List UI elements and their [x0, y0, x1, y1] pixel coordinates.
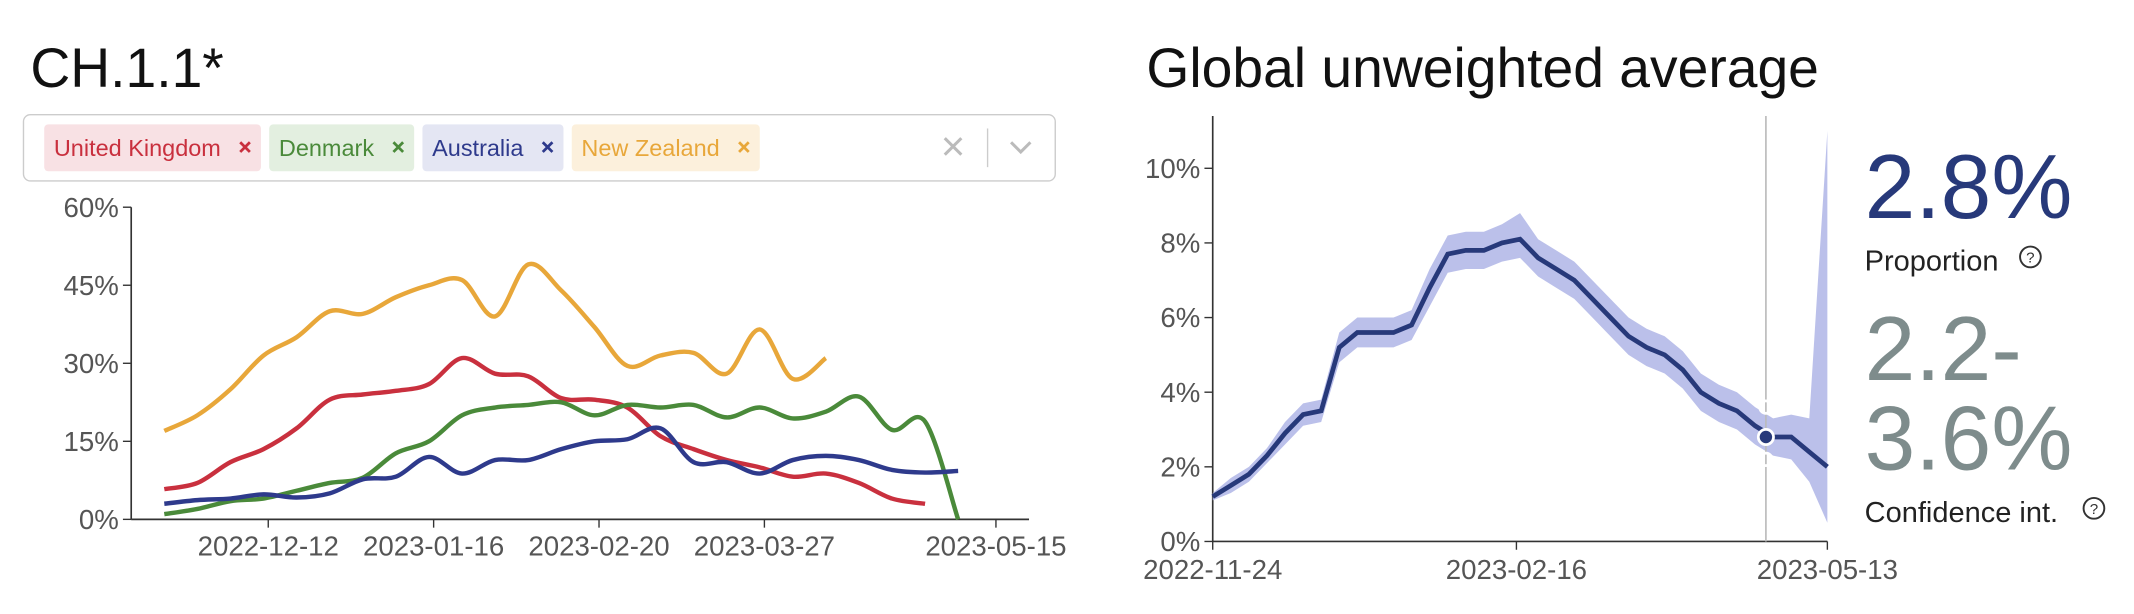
series-line	[163, 261, 828, 433]
x-tick-label: 2023-05-15	[925, 530, 1066, 561]
remove-icon[interactable]	[541, 141, 554, 153]
legend-label: Denmark	[279, 135, 374, 161]
remove-icon[interactable]	[738, 141, 750, 153]
y-tick-label: 0%	[1160, 526, 1200, 557]
proportion-caption: Proportion	[1865, 246, 1999, 278]
chip-background	[269, 124, 415, 172]
chip-background	[422, 124, 564, 172]
legend-label: New Zealand	[581, 135, 719, 161]
right-title: Global unweighted average	[1146, 37, 1819, 99]
upper-marker	[1758, 399, 1774, 415]
y-tick-label: 10%	[1145, 153, 1200, 184]
y-tick-label: 8%	[1160, 228, 1200, 259]
series-line	[164, 425, 959, 506]
svg-text:?: ?	[2026, 249, 2034, 266]
interval-caption: Confidence int.	[1865, 497, 2058, 529]
help-icon[interactable]: ?	[2019, 245, 2042, 269]
x-tick-label: 2023-03-27	[694, 530, 835, 561]
x-tick-label: 2023-02-20	[528, 530, 669, 561]
lower-marker	[1758, 451, 1774, 467]
legend-label: Australia	[432, 135, 524, 161]
y-tick-label: 0%	[79, 504, 119, 535]
dropdown-icon[interactable]	[1009, 141, 1032, 155]
x-tick-label: 2023-02-16	[1446, 554, 1587, 585]
legend-chip[interactable]: United Kingdom	[44, 124, 261, 172]
remove-stroke	[738, 141, 750, 153]
value-marker	[1756, 427, 1775, 446]
legend-chip[interactable]: Denmark	[269, 124, 415, 172]
chips: United Kingdom Denmark Australia New Zealan…	[44, 124, 760, 172]
clear-all-icon[interactable]	[943, 137, 963, 156]
right-chart: 0% 2% 4% 6% 8% 10% 2022-11-24 2023-02-16 2023-05…	[1143, 116, 1898, 585]
chip-background	[44, 124, 261, 172]
svg-text:?: ?	[2090, 501, 2098, 518]
remove-stroke	[392, 141, 405, 153]
proportion-line	[1211, 236, 1829, 499]
left-chart: 0% 15% 30% 45% 60% 2022-12-12 2023-01-16 2023-0…	[64, 192, 1067, 561]
help-icon[interactable]: ?	[2082, 496, 2106, 520]
legend-chip[interactable]: New Zealand	[571, 124, 760, 172]
proportion-value: 2.8%	[1865, 136, 2073, 238]
x-tick-label: 2022-12-12	[198, 530, 339, 561]
remove-icon[interactable]	[392, 141, 405, 153]
left-title: CH.1.1*	[30, 37, 223, 99]
y-tick-label: 15%	[64, 426, 119, 457]
chip-background	[571, 124, 760, 172]
y-tick-label: 4%	[1160, 377, 1200, 408]
interval-line-2: 3.6%	[1865, 388, 2073, 490]
y-tick-label: 30%	[64, 348, 119, 379]
x-tick-label: 2022-11-24	[1143, 554, 1282, 585]
x-tick-label: 2023-05-13	[1757, 554, 1898, 585]
legend-label: United Kingdom	[54, 135, 221, 161]
y-tick-label: 60%	[64, 192, 119, 223]
y-tick-label: 6%	[1160, 302, 1200, 333]
series-line	[163, 394, 961, 521]
remove-stroke	[239, 141, 251, 153]
remove-stroke	[541, 141, 554, 153]
y-tick-label: 45%	[64, 270, 119, 301]
series-line	[163, 355, 926, 506]
interval-line-1: 2.2-	[1865, 298, 2022, 400]
remove-icon[interactable]	[239, 141, 251, 153]
x-tick-label: 2023-01-16	[363, 530, 504, 561]
legend-chip[interactable]: Australia	[422, 124, 564, 172]
confidence-band	[1212, 130, 1828, 523]
y-tick-label: 2%	[1160, 451, 1200, 482]
